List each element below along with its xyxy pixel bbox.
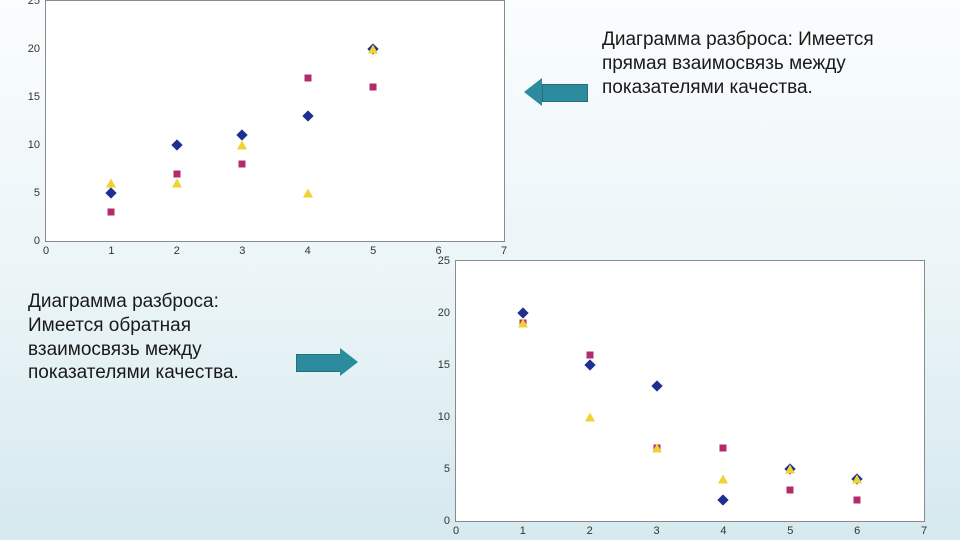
- x-tick-label: 1: [513, 525, 533, 537]
- data-point: [785, 465, 795, 474]
- scatter-chart-bottom: 051015202501234567: [455, 260, 925, 522]
- x-tick-label: 2: [167, 245, 187, 257]
- data-point: [368, 45, 378, 54]
- y-tick-label: 20: [16, 43, 40, 55]
- x-tick-label: 7: [494, 245, 514, 257]
- data-point: [852, 475, 862, 484]
- y-tick-label: 25: [426, 255, 450, 267]
- data-point: [854, 497, 861, 504]
- data-point: [585, 413, 595, 422]
- data-point: [173, 170, 180, 177]
- y-tick-label: 20: [426, 307, 450, 319]
- arrow-right: [296, 348, 358, 376]
- data-point: [787, 486, 794, 493]
- y-tick-label: 5: [426, 463, 450, 475]
- x-tick-label: 7: [914, 525, 934, 537]
- y-tick-label: 15: [426, 359, 450, 371]
- data-point: [106, 187, 117, 198]
- data-point: [586, 351, 593, 358]
- data-point: [720, 445, 727, 452]
- data-point: [106, 179, 116, 188]
- data-point: [584, 359, 595, 370]
- data-point: [303, 189, 313, 198]
- data-point: [172, 179, 182, 188]
- y-tick-label: 5: [16, 187, 40, 199]
- data-point: [517, 307, 528, 318]
- y-tick-label: 10: [426, 411, 450, 423]
- data-point: [171, 139, 182, 150]
- arrow-left: [524, 78, 586, 106]
- x-tick-label: 0: [36, 245, 56, 257]
- data-point: [237, 141, 247, 150]
- data-point: [518, 319, 528, 328]
- data-point: [239, 161, 246, 168]
- x-tick-label: 4: [298, 245, 318, 257]
- x-tick-label: 1: [101, 245, 121, 257]
- x-tick-label: 4: [713, 525, 733, 537]
- caption-top: Диаграмма разброса: Имеется прямая взаим…: [602, 28, 932, 99]
- x-tick-label: 0: [446, 525, 466, 537]
- data-point: [237, 130, 248, 141]
- x-tick-label: 2: [580, 525, 600, 537]
- data-point: [302, 111, 313, 122]
- y-tick-label: 25: [16, 0, 40, 7]
- x-tick-label: 5: [363, 245, 383, 257]
- x-tick-label: 6: [847, 525, 867, 537]
- data-point: [718, 495, 729, 506]
- x-tick-label: 3: [232, 245, 252, 257]
- caption-bottom: Диаграмма разброса: Имеется обратная вза…: [28, 290, 278, 385]
- data-point: [652, 444, 662, 453]
- scatter-chart-top: 051015202501234567: [45, 0, 505, 242]
- data-point: [370, 84, 377, 91]
- x-tick-label: 5: [780, 525, 800, 537]
- data-point: [108, 209, 115, 216]
- data-point: [718, 475, 728, 484]
- y-tick-label: 15: [16, 91, 40, 103]
- y-tick-label: 10: [16, 139, 40, 151]
- x-tick-label: 3: [647, 525, 667, 537]
- data-point: [304, 74, 311, 81]
- data-point: [651, 380, 662, 391]
